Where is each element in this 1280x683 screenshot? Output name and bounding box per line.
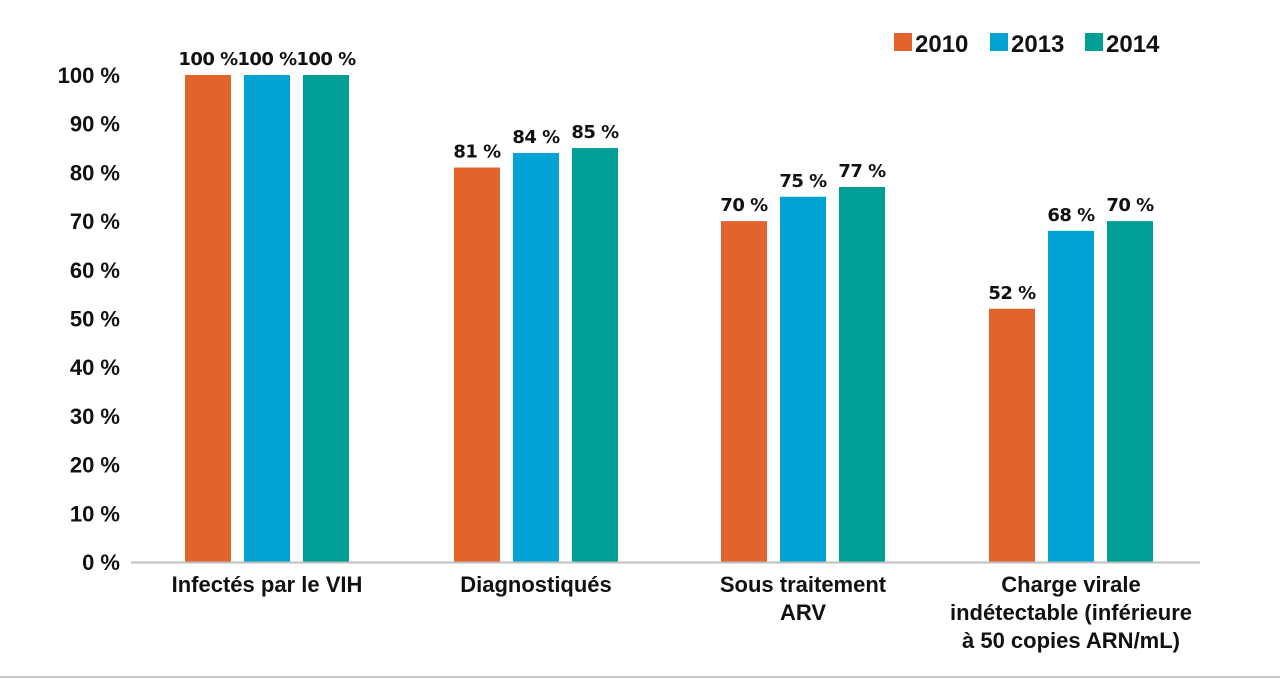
- bar-2010: [989, 308, 1035, 562]
- data-label: 100 %: [178, 49, 238, 70]
- y-tick-label: 30 %: [70, 404, 120, 429]
- bar-2013: [513, 152, 559, 563]
- x-category-label: Sous traitement: [720, 572, 887, 597]
- legend-swatch-2013: [990, 33, 1008, 51]
- y-tick-label: 0 %: [82, 550, 120, 575]
- bar-2013: [780, 196, 826, 562]
- x-category-label: à 50 copies ARN/mL): [962, 628, 1180, 653]
- legend-label: 2010: [915, 31, 968, 58]
- data-label: 70 %: [1106, 195, 1154, 216]
- data-label: 77 %: [838, 161, 886, 182]
- data-label: 75 %: [779, 171, 827, 192]
- bar-2014: [572, 148, 618, 563]
- y-tick-label: 60 %: [70, 258, 120, 283]
- data-label: 52 %: [988, 283, 1036, 304]
- x-category-label: Diagnostiqués: [460, 572, 612, 597]
- legend-swatch-2014: [1085, 33, 1103, 51]
- data-label: 84 %: [512, 127, 560, 148]
- data-label: 100 %: [237, 49, 297, 70]
- data-label: 68 %: [1047, 205, 1095, 226]
- bar-2010: [454, 167, 500, 562]
- legend-swatch-2010: [894, 33, 912, 51]
- data-label: 100 %: [296, 49, 356, 70]
- y-tick-label: 70 %: [70, 209, 120, 234]
- bottom-divider: [0, 676, 1280, 678]
- data-label: 85 %: [571, 122, 619, 143]
- legend-label: 2014: [1106, 31, 1160, 58]
- legend-label: 2013: [1011, 31, 1064, 58]
- x-category-label: Charge virale: [1001, 572, 1140, 597]
- x-category-label: ARV: [780, 600, 826, 625]
- bar-2010: [721, 221, 767, 562]
- y-tick-label: 10 %: [70, 501, 120, 526]
- y-tick-label: 50 %: [70, 307, 120, 332]
- data-label: 70 %: [720, 195, 768, 216]
- x-category-label: Infectés par le VIH: [172, 572, 363, 597]
- bar-2013: [1048, 230, 1094, 562]
- bar-2010: [185, 75, 231, 562]
- y-tick-label: 90 %: [70, 112, 120, 137]
- data-label: 81 %: [453, 142, 501, 163]
- y-tick-label: 20 %: [70, 453, 120, 478]
- y-tick-label: 80 %: [70, 160, 120, 185]
- bar-2014: [303, 75, 349, 562]
- x-category-label: indétectable (inférieure: [950, 600, 1192, 625]
- bar-2014: [1107, 221, 1153, 562]
- bar-2013: [244, 75, 290, 562]
- y-tick-label: 100 %: [58, 63, 120, 88]
- y-tick-label: 40 %: [70, 355, 120, 380]
- bar-2014: [839, 187, 885, 562]
